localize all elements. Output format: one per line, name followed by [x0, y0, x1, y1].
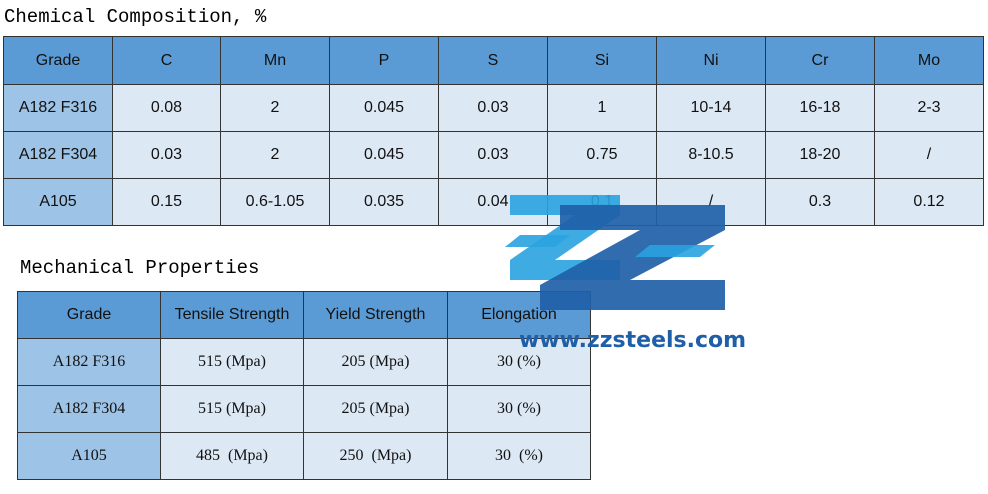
table-cell: 0.045 — [329, 131, 439, 179]
table-cell: 8-10.5 — [656, 131, 766, 179]
table-cell: 30 (%) — [447, 338, 591, 386]
header-cell: Grade — [17, 291, 161, 339]
header-cell: Si — [547, 36, 657, 85]
header-cell: Grade — [3, 36, 113, 85]
table-cell: A182 F304 — [17, 385, 161, 433]
table-cell: 0.035 — [329, 178, 439, 226]
table-cell: 30 (%) — [447, 432, 591, 480]
header-cell: Mn — [220, 36, 330, 85]
table-cell: 16-18 — [765, 84, 875, 132]
table-cell: 18-20 — [765, 131, 875, 179]
table-cell: 250 (Mpa) — [303, 432, 448, 480]
header-cell: Cr — [765, 36, 875, 85]
table-cell: A182 F316 — [3, 84, 113, 132]
table-cell: 0.03 — [438, 131, 548, 179]
header-cell: Tensile Strength — [160, 291, 304, 339]
header-cell: C — [112, 36, 221, 85]
table-cell: A105 — [3, 178, 113, 226]
table-cell: 1 — [547, 84, 657, 132]
header-cell: Mo — [874, 36, 984, 85]
table-cell: 0.15 — [112, 178, 221, 226]
table-cell: 205 (Mpa) — [303, 338, 448, 386]
watermark-text: www.zzsteels.com — [519, 328, 747, 353]
header-cell: S — [438, 36, 548, 85]
table-cell: 2-3 — [874, 84, 984, 132]
table-cell: 30 (%) — [447, 385, 591, 433]
watermark-logo — [505, 195, 725, 310]
table-cell: 0.08 — [112, 84, 221, 132]
chemical-title: Chemical Composition, % — [4, 6, 267, 28]
table-cell: A105 — [17, 432, 161, 480]
table-cell: 515 (Mpa) — [160, 385, 304, 433]
table-cell: 0.045 — [329, 84, 439, 132]
table-cell: 2 — [220, 131, 330, 179]
table-cell: 0.75 — [547, 131, 657, 179]
header-cell: Elongation — [447, 291, 591, 339]
header-cell: Ni — [656, 36, 766, 85]
table-cell: 485 (Mpa) — [160, 432, 304, 480]
table-cell: A182 F304 — [3, 131, 113, 179]
table-cell: 0.03 — [112, 131, 221, 179]
header-cell: P — [329, 36, 439, 85]
table-cell: 0.3 — [765, 178, 875, 226]
table-cell: / — [874, 131, 984, 179]
header-cell: Yield Strength — [303, 291, 448, 339]
table-cell: 515 (Mpa) — [160, 338, 304, 386]
mechanical-title: Mechanical Properties — [20, 257, 260, 279]
table-cell: 2 — [220, 84, 330, 132]
table-cell: A182 F316 — [17, 338, 161, 386]
table-cell: 0.03 — [438, 84, 548, 132]
table-cell: 10-14 — [656, 84, 766, 132]
table-cell: 0.6-1.05 — [220, 178, 330, 226]
table-cell: 0.12 — [874, 178, 984, 226]
table-cell: 205 (Mpa) — [303, 385, 448, 433]
